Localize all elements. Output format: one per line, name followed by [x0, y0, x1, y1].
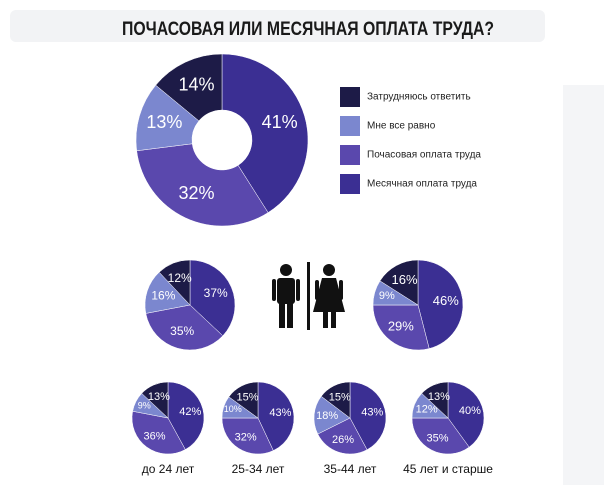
blurred-search-bar [10, 10, 545, 42]
legend-swatch [340, 87, 360, 107]
group-label: 25-34 лет [232, 462, 285, 476]
pie-slice [141, 381, 169, 419]
value-label: 13% [148, 391, 170, 403]
pie-slice [411, 417, 470, 455]
pie-slice [136, 143, 269, 227]
value-label: 9% [138, 400, 151, 410]
value-label: 42% [179, 406, 201, 418]
legend-swatch [340, 174, 360, 194]
pie-slice [417, 259, 464, 349]
value-label: 29% [388, 319, 414, 334]
pie-slice [379, 259, 419, 306]
pie-slice [257, 381, 295, 451]
group-label: 35-44 лет [324, 462, 377, 476]
value-label: 16% [151, 289, 175, 303]
pie-slice [349, 381, 387, 451]
pie-slice [221, 417, 274, 455]
value-label: 12% [416, 403, 438, 415]
value-label: 26% [332, 434, 354, 446]
value-label: 12% [168, 271, 192, 285]
value-label: 15% [329, 391, 351, 403]
value-label: 43% [269, 407, 291, 419]
pie-slice [145, 304, 224, 351]
blurred-side-panel [563, 85, 604, 485]
value-label: 40% [459, 405, 481, 417]
pie-slice [447, 381, 485, 448]
pie-slice [317, 417, 368, 455]
value-label: 46% [433, 293, 459, 308]
pie-slice [421, 381, 449, 419]
chart-title: ПОЧАСОВАЯ ИЛИ МЕСЯЧНАЯ ОПЛАТА ТРУДА? [122, 19, 494, 40]
pie-slice [228, 381, 259, 419]
value-label: 10% [224, 404, 242, 414]
value-label: 36% [143, 431, 165, 443]
value-label: 16% [391, 272, 417, 287]
value-label: 35% [170, 324, 194, 338]
pie-slice [144, 271, 191, 314]
pie-slice [221, 53, 309, 213]
pie-slice [320, 381, 351, 419]
value-label: 13% [146, 112, 182, 132]
group-label: до 24 лет [142, 462, 195, 476]
value-label: 32% [178, 183, 214, 203]
value-label: 43% [361, 406, 383, 418]
value-label: 37% [204, 286, 228, 300]
pie-slice [158, 259, 191, 306]
legend-label: Почасовая оплата труда [367, 150, 481, 161]
pie-slice [167, 381, 205, 450]
legend-label: Затрудняюсь ответить [367, 92, 471, 103]
value-label: 14% [178, 74, 214, 94]
value-label: 15% [237, 391, 259, 403]
legend-label: Месячная оплата труда [367, 179, 477, 190]
value-label: 32% [235, 431, 257, 443]
legend-swatch [340, 145, 360, 165]
value-label: 18% [316, 410, 338, 422]
people-icon [272, 262, 345, 330]
value-label: 35% [427, 432, 449, 444]
group-label: 45 лет и старше [403, 462, 493, 476]
pie-slice [131, 410, 186, 455]
value-label: 13% [428, 391, 450, 403]
pie-slice [372, 304, 430, 351]
pie-slice [155, 53, 223, 122]
pie-slice [189, 259, 236, 337]
value-label: 41% [262, 112, 298, 132]
legend-label: Мне все равно [367, 121, 436, 132]
legend-swatch [340, 116, 360, 136]
value-label: 9% [379, 290, 395, 302]
